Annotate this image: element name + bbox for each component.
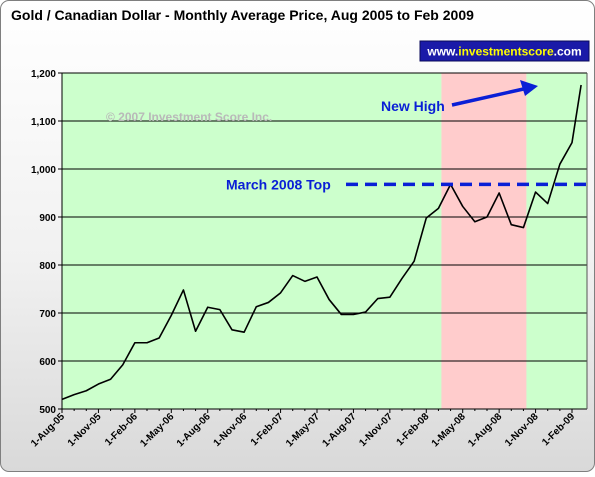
- badge-prefix: www.: [426, 45, 458, 59]
- site-badge[interactable]: www.investmentscore.com: [419, 40, 590, 62]
- x-tick-label: 1-May-06: [138, 411, 176, 449]
- background-band: [62, 73, 442, 409]
- y-tick-label: 1,000: [31, 165, 56, 176]
- background-band: [526, 73, 587, 409]
- x-tick-label: 1-May-07: [284, 411, 322, 449]
- y-tick-label: 900: [39, 213, 56, 224]
- y-tick-label: 500: [39, 405, 56, 416]
- chart-title: Gold / Canadian Dollar - Monthly Average…: [11, 7, 474, 23]
- svg-text:www.investmentscore.com: www.investmentscore.com: [426, 45, 581, 59]
- new-high-arrowhead: [520, 80, 538, 96]
- x-tick-label: 1-Feb-06: [103, 411, 140, 448]
- x-tick-label: 1-Feb-07: [249, 411, 286, 448]
- annotation-march-2008-top: March 2008 Top: [226, 176, 331, 192]
- y-tick-label: 1,200: [31, 69, 56, 80]
- y-tick-label: 600: [39, 357, 56, 368]
- x-tick-label: 1-Nov-08: [503, 411, 541, 449]
- x-tick-label: 1-Nov-05: [66, 411, 104, 449]
- x-tick-label: 1-Aug-07: [321, 411, 359, 449]
- background-band: [441, 73, 527, 409]
- y-tick-label: 700: [39, 309, 56, 320]
- badge-suffix: .com: [554, 45, 582, 59]
- watermark: © 2007 Investment Score Inc.: [106, 110, 272, 124]
- badge-highlight: investmentscore: [458, 45, 554, 59]
- x-tick-label: 1-Nov-06: [212, 411, 250, 449]
- x-tick-label: 1-Feb-08: [395, 411, 432, 448]
- y-tick-label: 1,100: [31, 117, 56, 128]
- new-high-arrow-shaft: [451, 86, 529, 107]
- y-tick-label: 800: [39, 261, 56, 272]
- x-tick-label: 1-Feb-09: [540, 411, 577, 448]
- annotation-new-high: New High: [381, 98, 445, 114]
- x-tick-label: 1-Aug-06: [175, 411, 213, 449]
- x-tick-label: 1-Nov-07: [357, 411, 395, 449]
- x-tick-label: 1-Aug-05: [29, 411, 67, 449]
- series-line: [61, 84, 582, 401]
- x-tick-label: 1-Aug-08: [466, 411, 504, 449]
- x-tick-label: 1-May-08: [430, 411, 468, 449]
